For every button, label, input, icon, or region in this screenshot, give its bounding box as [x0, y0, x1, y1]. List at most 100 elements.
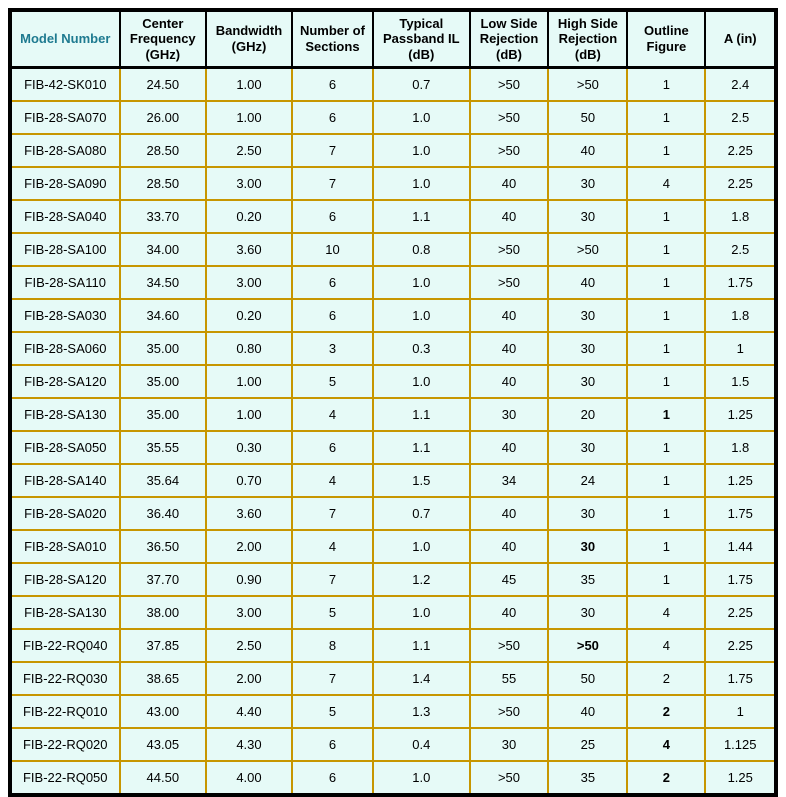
header-typical-passband-il: Typical Passband IL (dB) — [372, 9, 471, 69]
cell-a-dimension: 1.25 — [704, 397, 777, 432]
cell-high-side-rejection: 40 — [547, 694, 629, 729]
cell-low-side-rejection: 40 — [468, 199, 550, 234]
cell-model-number: FIB-22-RQ030 — [9, 661, 121, 696]
cell-outline-figure: 1 — [626, 331, 707, 366]
cell-low-side-rejection: 55 — [468, 661, 550, 696]
cell-number-of-sections: 7 — [290, 166, 375, 201]
cell-number-of-sections: 5 — [290, 694, 375, 729]
cell-typical-passband-il: 1.3 — [372, 694, 471, 729]
cell-model-number: FIB-28-SA100 — [9, 232, 121, 267]
cell-bandwidth: 2.00 — [205, 529, 293, 564]
cell-a-dimension: 1 — [704, 331, 777, 366]
table-row: FIB-28-SA100 34.00 3.60 10 0.8 >50 >50 1 2.5 — [9, 232, 777, 267]
cell-number-of-sections: 3 — [290, 331, 375, 366]
cell-outline-figure: 1 — [626, 430, 707, 465]
cell-low-side-rejection: >50 — [468, 100, 550, 135]
cell-number-of-sections: 6 — [290, 199, 375, 234]
table-row: FIB-28-SA140 35.64 0.70 4 1.5 34 24 1 1.25 — [9, 463, 777, 498]
cell-outline-figure: 2 — [626, 760, 707, 796]
table-row: FIB-28-SA070 26.00 1.00 6 1.0 >50 50 1 2.5 — [9, 100, 777, 135]
table-header-row: Model Number Center Frequency (GHz) Band… — [9, 9, 777, 69]
cell-high-side-rejection: 30 — [547, 331, 629, 366]
cell-bandwidth: 3.00 — [205, 595, 293, 630]
cell-typical-passband-il: 1.0 — [372, 529, 471, 564]
cell-outline-figure: 1 — [626, 529, 707, 564]
cell-low-side-rejection: 40 — [468, 298, 550, 333]
cell-center-frequency: 36.40 — [118, 496, 208, 531]
cell-number-of-sections: 6 — [290, 430, 375, 465]
table-row: FIB-28-SA090 28.50 3.00 7 1.0 40 30 4 2.25 — [9, 166, 777, 201]
cell-bandwidth: 0.30 — [205, 430, 293, 465]
cell-low-side-rejection: 30 — [468, 727, 550, 762]
cell-bandwidth: 2.50 — [205, 133, 293, 168]
cell-number-of-sections: 6 — [290, 100, 375, 135]
cell-typical-passband-il: 1.1 — [372, 430, 471, 465]
cell-number-of-sections: 7 — [290, 562, 375, 597]
cell-outline-figure: 1 — [626, 397, 707, 432]
cell-center-frequency: 36.50 — [118, 529, 208, 564]
cell-number-of-sections: 6 — [290, 66, 375, 102]
cell-bandwidth: 4.30 — [205, 727, 293, 762]
table-row: FIB-28-SA030 34.60 0.20 6 1.0 40 30 1 1.8 — [9, 298, 777, 333]
cell-a-dimension: 1.125 — [704, 727, 777, 762]
cell-model-number: FIB-28-SA040 — [9, 199, 121, 234]
cell-bandwidth: 4.40 — [205, 694, 293, 729]
cell-center-frequency: 44.50 — [118, 760, 208, 796]
cell-outline-figure: 1 — [626, 463, 707, 498]
table-row: FIB-28-SA020 36.40 3.60 7 0.7 40 30 1 1.75 — [9, 496, 777, 531]
cell-number-of-sections: 10 — [290, 232, 375, 267]
cell-high-side-rejection: 50 — [547, 661, 629, 696]
cell-high-side-rejection: >50 — [547, 628, 629, 663]
cell-bandwidth: 3.00 — [205, 265, 293, 300]
table-row: FIB-22-RQ030 38.65 2.00 7 1.4 55 50 2 1.75 — [9, 661, 777, 696]
cell-high-side-rejection: 35 — [547, 562, 629, 597]
cell-low-side-rejection: 30 — [468, 397, 550, 432]
cell-model-number: FIB-28-SA010 — [9, 529, 121, 564]
cell-typical-passband-il: 1.0 — [372, 265, 471, 300]
cell-typical-passband-il: 0.7 — [372, 66, 471, 102]
cell-low-side-rejection: >50 — [468, 628, 550, 663]
cell-number-of-sections: 6 — [290, 298, 375, 333]
cell-high-side-rejection: 30 — [547, 298, 629, 333]
cell-typical-passband-il: 1.0 — [372, 133, 471, 168]
filter-spec-table: Model Number Center Frequency (GHz) Band… — [8, 8, 778, 797]
cell-a-dimension: 1.75 — [704, 496, 777, 531]
cell-center-frequency: 37.70 — [118, 562, 208, 597]
cell-low-side-rejection: >50 — [468, 133, 550, 168]
cell-typical-passband-il: 0.3 — [372, 331, 471, 366]
cell-outline-figure: 1 — [626, 133, 707, 168]
cell-model-number: FIB-28-SA050 — [9, 430, 121, 465]
cell-number-of-sections: 6 — [290, 265, 375, 300]
cell-bandwidth: 3.60 — [205, 496, 293, 531]
cell-outline-figure: 1 — [626, 232, 707, 267]
cell-outline-figure: 2 — [626, 661, 707, 696]
table-row: FIB-28-SA130 38.00 3.00 5 1.0 40 30 4 2.25 — [9, 595, 777, 630]
header-high-side-rejection: High Side Rejection (dB) — [547, 9, 629, 69]
cell-center-frequency: 43.00 — [118, 694, 208, 729]
cell-center-frequency: 38.00 — [118, 595, 208, 630]
cell-high-side-rejection: 35 — [547, 760, 629, 796]
cell-low-side-rejection: >50 — [468, 265, 550, 300]
cell-a-dimension: 1.8 — [704, 298, 777, 333]
cell-typical-passband-il: 0.8 — [372, 232, 471, 267]
cell-bandwidth: 0.90 — [205, 562, 293, 597]
table-row: FIB-28-SA080 28.50 2.50 7 1.0 >50 40 1 2.25 — [9, 133, 777, 168]
cell-bandwidth: 1.00 — [205, 66, 293, 102]
cell-typical-passband-il: 1.0 — [372, 595, 471, 630]
cell-center-frequency: 35.00 — [118, 364, 208, 399]
cell-a-dimension: 2.5 — [704, 232, 777, 267]
cell-model-number: FIB-28-SA130 — [9, 397, 121, 432]
cell-high-side-rejection: 30 — [547, 166, 629, 201]
cell-high-side-rejection: >50 — [547, 66, 629, 102]
cell-a-dimension: 1.25 — [704, 760, 777, 796]
cell-typical-passband-il: 1.4 — [372, 661, 471, 696]
cell-outline-figure: 1 — [626, 496, 707, 531]
cell-typical-passband-il: 1.0 — [372, 364, 471, 399]
cell-model-number: FIB-28-SA020 — [9, 496, 121, 531]
cell-center-frequency: 24.50 — [118, 66, 208, 102]
cell-outline-figure: 4 — [626, 727, 707, 762]
cell-typical-passband-il: 1.0 — [372, 166, 471, 201]
cell-center-frequency: 35.55 — [118, 430, 208, 465]
cell-number-of-sections: 4 — [290, 529, 375, 564]
cell-center-frequency: 35.00 — [118, 331, 208, 366]
